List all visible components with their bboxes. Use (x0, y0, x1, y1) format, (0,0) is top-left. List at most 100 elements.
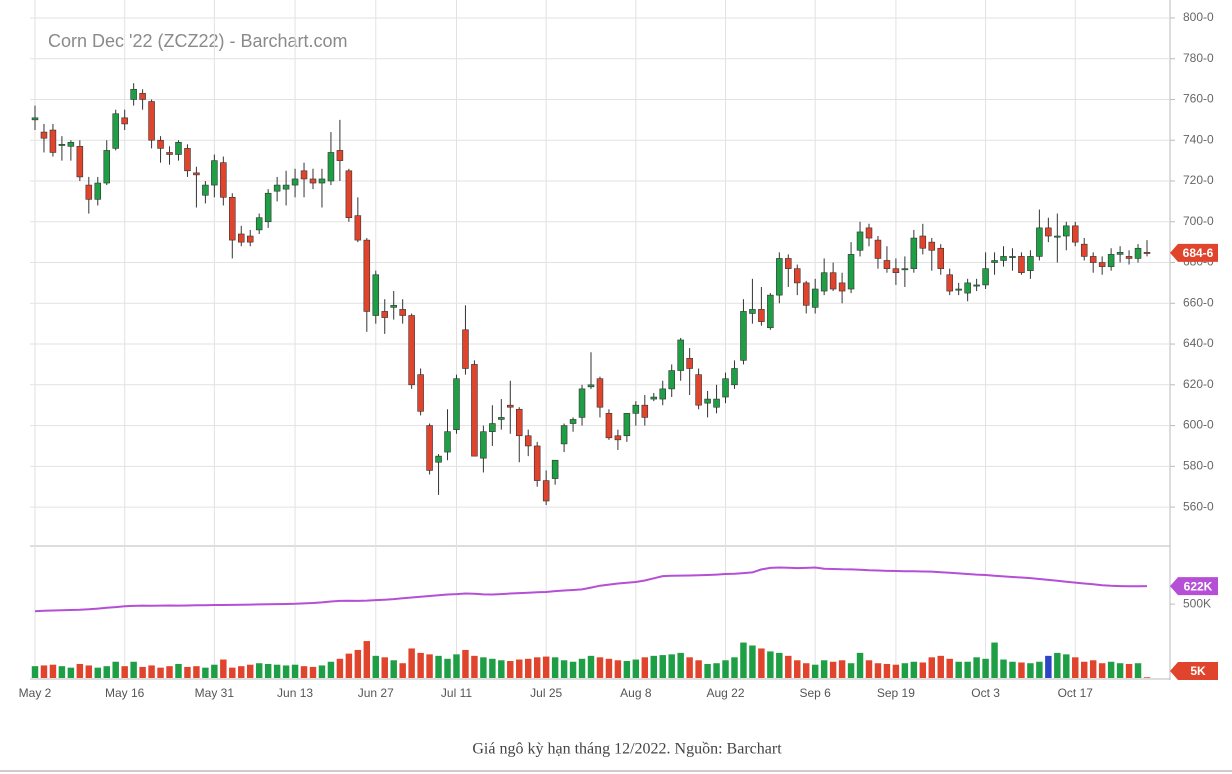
volume-bar (507, 661, 514, 678)
x-tick-label: Jun 27 (358, 686, 394, 700)
volume-bar (767, 651, 774, 678)
volume-bar (309, 666, 317, 678)
volume-bar (874, 663, 882, 678)
candle-body (40, 131, 48, 139)
volume-bar (811, 664, 819, 678)
candle-body (749, 309, 756, 314)
candle-body (578, 388, 586, 418)
y-tick-label: 740-0 (1183, 132, 1214, 146)
candle-body (273, 184, 281, 192)
candle-body (838, 282, 846, 292)
volume-tick-label: 500K (1183, 596, 1211, 610)
volume-bar (641, 657, 649, 678)
volume-bar (399, 663, 406, 678)
oi-tag-label: 622K (1184, 579, 1213, 593)
chart-title: Corn Dec '22 (ZCZ22) - Barchart.com (48, 31, 348, 51)
y-tick-label: 700-0 (1183, 214, 1214, 228)
volume-bar (901, 663, 909, 678)
candle-body (776, 258, 783, 296)
volume-bar (659, 655, 666, 678)
candle-body (67, 141, 75, 147)
x-tick-label: Aug 8 (620, 686, 652, 700)
candle-body (417, 374, 424, 412)
candle-body (551, 459, 559, 479)
candle-body (785, 258, 792, 269)
volume-bar (704, 663, 711, 678)
candle-body (623, 413, 631, 437)
volume-bar (587, 655, 595, 678)
volume-bar (85, 665, 93, 678)
x-tick-label: Sep 6 (800, 686, 832, 700)
volume-bar (453, 654, 460, 678)
volume-bar (462, 649, 469, 678)
volume-bar (130, 661, 137, 678)
volume-bar (1054, 652, 1061, 678)
volume-bar (202, 667, 209, 678)
volume-bar (1045, 655, 1052, 678)
candle-body (515, 408, 523, 437)
candle-body (336, 150, 344, 161)
volume-bar (327, 661, 335, 678)
candle-body (1018, 256, 1025, 274)
candle-body (139, 93, 146, 100)
candle-body (758, 309, 765, 322)
candle-body (713, 398, 720, 408)
volume-bar (883, 663, 891, 678)
candle-body (408, 315, 415, 386)
volume-bar (264, 663, 272, 678)
volume-bar (184, 666, 191, 678)
candle-body (480, 431, 487, 459)
volume-bar (560, 660, 568, 678)
y-tick-label: 800-0 (1183, 10, 1214, 24)
volume-bar (372, 655, 380, 678)
candle-body (345, 170, 353, 218)
candle-body (202, 184, 209, 196)
y-tick-label: 560-0 (1183, 499, 1214, 513)
candle-body (641, 404, 649, 418)
candle-body (372, 274, 380, 316)
candle-body (964, 282, 971, 294)
volume-bar (919, 662, 927, 678)
volume-bar (578, 658, 586, 678)
volume-bar (139, 666, 146, 678)
candle-body (130, 88, 137, 100)
volume-bar (695, 660, 702, 678)
volume-bar (76, 663, 84, 678)
volume-bar (363, 641, 371, 678)
candle-body (76, 146, 84, 178)
price-tag (1170, 243, 1218, 262)
volume-bar (1098, 663, 1106, 678)
x-tick-label: May 16 (105, 686, 145, 700)
x-tick-label: Jul 11 (441, 686, 472, 700)
candle-body (390, 305, 397, 308)
volume-bar (229, 667, 236, 678)
candle-body (829, 272, 837, 290)
candle-body (498, 417, 505, 420)
candle-body (919, 235, 927, 249)
volume-bar (1143, 677, 1151, 678)
candle-body (1009, 256, 1016, 258)
volume-bar (1080, 661, 1088, 678)
candle-body (793, 268, 801, 284)
volume-bar (632, 659, 640, 678)
candle-body (695, 374, 702, 406)
candle-body (291, 178, 299, 186)
volume-bar (982, 658, 989, 678)
volume-bar (255, 663, 263, 678)
candle-body (946, 274, 953, 292)
volume-bar (838, 660, 846, 678)
candle-body (856, 231, 864, 251)
candle-body (874, 239, 882, 259)
candle-body (229, 197, 236, 241)
candle-body (489, 423, 496, 432)
caption: Giá ngô kỳ hạn tháng 12/2022. Nguồn: Bar… (472, 741, 782, 758)
y-tick-label: 760-0 (1183, 92, 1214, 106)
volume-bar (121, 666, 128, 678)
price-tag-label: 684-6 (1183, 246, 1214, 260)
volume-bar (910, 661, 918, 678)
volume-bar (1072, 657, 1079, 678)
volume-bar (291, 664, 299, 678)
candle-body (596, 378, 604, 408)
